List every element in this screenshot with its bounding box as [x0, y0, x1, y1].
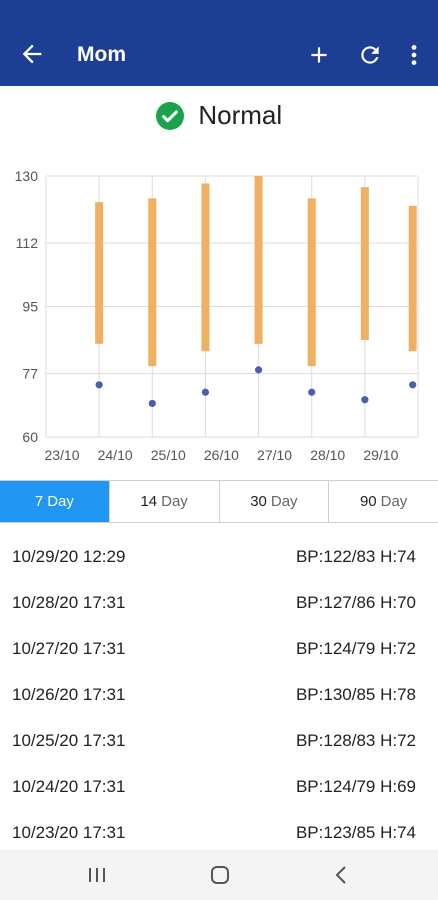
x-tick-label: 27/10 [257, 447, 292, 463]
x-tick-label: 25/10 [151, 447, 186, 463]
reading-value: BP:130/85 H:78 [295, 685, 416, 704]
heart-rate-dot [254, 366, 263, 374]
check-circle-icon [155, 101, 184, 130]
y-tick-label: 77 [22, 366, 38, 382]
reading-value: BP:127/86 H:70 [295, 593, 416, 612]
reading-datetime: 10/28/20 17:31 [12, 593, 126, 612]
list-item[interactable]: 10/29/20 12:29 BP:122/83 H:74 [0, 534, 438, 580]
plus-icon[interactable] [306, 42, 332, 68]
heart-rate-dot [361, 396, 369, 404]
x-tick-label: 26/10 [204, 447, 239, 463]
home-icon[interactable] [208, 864, 232, 886]
page-title: Mom [77, 43, 126, 66]
y-tick-label: 130 [15, 168, 39, 184]
bp-range-bar [148, 198, 157, 367]
heart-rate-dot [201, 388, 210, 396]
list-item[interactable]: 10/24/20 17:31 BP:124/79 H:69 [0, 764, 438, 810]
tab-unit: Day [47, 493, 74, 510]
list-item[interactable]: 10/28/20 17:31 BP:127/86 H:70 [0, 580, 438, 626]
heart-rate-dot [409, 381, 417, 389]
x-tick-label: 29/10 [363, 447, 398, 463]
bp-range-bar [360, 187, 369, 341]
refresh-icon[interactable] [357, 42, 383, 68]
tab-7-day[interactable]: 7 Day [0, 481, 110, 522]
heart-rate-dot [148, 399, 156, 408]
reading-datetime: 10/26/20 17:31 [12, 685, 126, 704]
tab-number: 7 [34, 493, 44, 510]
heart-rate-dot [95, 381, 103, 389]
bp-range-bar [95, 202, 104, 344]
period-tabs: 7 Day 14 Day 30 Day 90 Day [0, 480, 438, 523]
bp-range-bar [408, 205, 417, 352]
bp-range-bar [201, 183, 210, 352]
x-tick-label: 23/10 [44, 447, 79, 463]
tab-number: 14 [140, 493, 158, 510]
tab-14-day[interactable]: 14 Day [109, 481, 220, 522]
bp-range-bar [307, 198, 316, 367]
tab-unit: Day [270, 493, 298, 510]
reading-datetime: 10/25/20 17:31 [12, 731, 126, 750]
list-item[interactable]: 10/23/20 17:31 BP:123/85 H:74 [0, 810, 438, 856]
reading-datetime: 10/29/20 12:29 [12, 547, 126, 566]
back-chevron-icon[interactable] [330, 864, 354, 886]
bp-range-bar [254, 176, 263, 344]
reading-value: BP:128/83 H:72 [295, 731, 416, 750]
bp-chart: 60 77 95 112 130 23/10 24/10 25/10 26/10 27/10 28/… [15, 168, 419, 463]
reading-datetime: 10/24/20 17:31 [12, 777, 126, 796]
tab-unit: Day [161, 493, 188, 510]
x-tick-label: 28/10 [310, 447, 345, 463]
y-tick-label: 60 [22, 429, 38, 445]
reading-datetime: 10/27/20 17:31 [12, 639, 126, 658]
y-tick-label: 95 [22, 299, 38, 315]
reading-value: BP:124/79 H:72 [295, 639, 416, 658]
y-tick-label: 112 [16, 235, 39, 251]
reading-value: BP:124/79 H:69 [295, 777, 416, 796]
tab-90-day[interactable]: 90 Day [329, 481, 438, 522]
tab-unit: Day [380, 493, 408, 510]
reading-value: BP:122/83 H:74 [295, 547, 416, 566]
tab-number: 30 [250, 493, 267, 510]
status-indicator: Normal [0, 100, 438, 134]
list-item[interactable]: 10/26/20 17:31 BP:130/85 H:78 [0, 672, 438, 718]
readings-list: 10/29/20 12:29 BP:122/83 H:74 10/28/20 1… [0, 534, 438, 856]
status-label: Normal [198, 100, 283, 130]
reading-value: BP:123/85 H:74 [295, 823, 416, 842]
reading-datetime: 10/23/20 17:31 [12, 823, 126, 842]
app-bar: Mom [0, 0, 438, 86]
recent-apps-icon[interactable] [85, 864, 109, 886]
more-vert-icon[interactable] [405, 42, 423, 68]
x-tick-label: 24/10 [98, 447, 133, 463]
tab-number: 90 [359, 493, 377, 510]
system-nav-bar [0, 850, 438, 900]
list-item[interactable]: 10/25/20 17:31 BP:128/83 H:72 [0, 718, 438, 764]
list-item[interactable]: 10/27/20 17:31 BP:124/79 H:72 [0, 626, 438, 672]
arrow-left-icon[interactable] [18, 40, 46, 68]
heart-rate-dot [308, 388, 316, 396]
tab-30-day[interactable]: 30 Day [219, 481, 330, 522]
